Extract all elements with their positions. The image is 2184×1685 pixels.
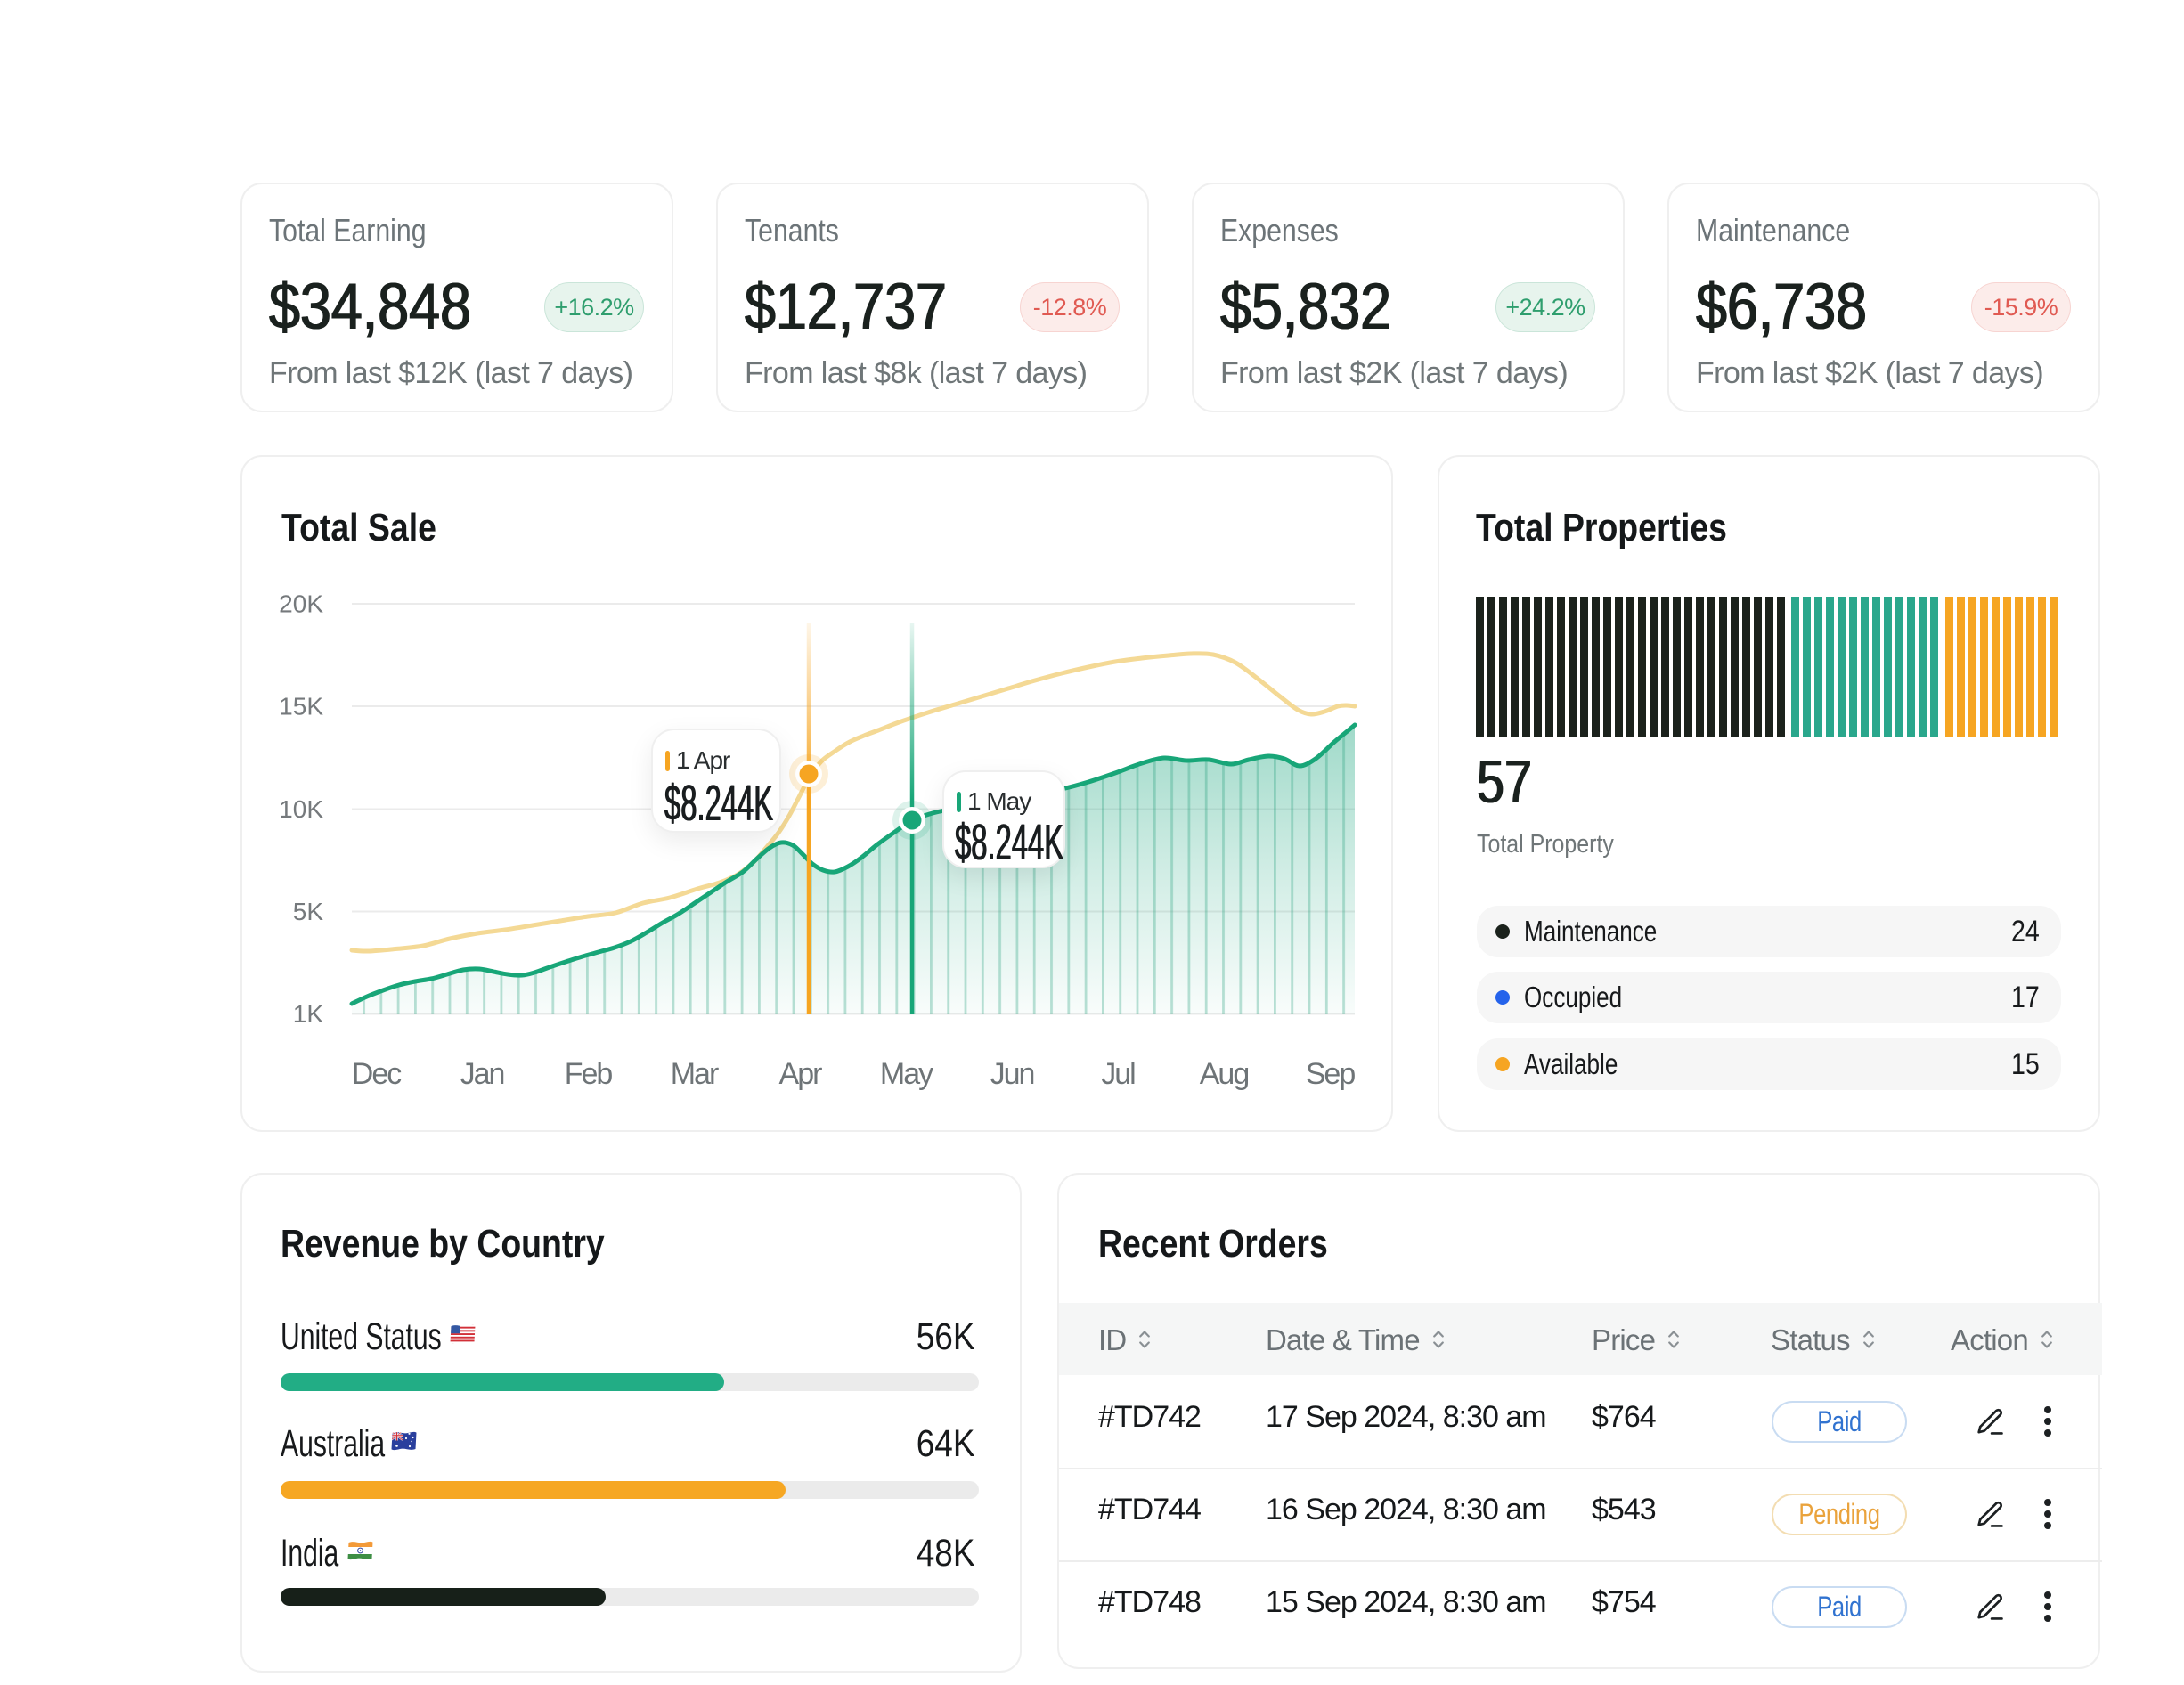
svg-text:1K: 1K <box>293 1000 324 1028</box>
svg-text:Aug: Aug <box>1200 1057 1249 1091</box>
svg-text:Feb: Feb <box>565 1057 613 1091</box>
svg-text:15K: 15K <box>279 693 323 720</box>
svg-text:Jun: Jun <box>990 1057 1034 1091</box>
svg-text:Jul: Jul <box>1101 1057 1135 1091</box>
svg-text:Jan: Jan <box>460 1057 504 1091</box>
svg-text:5K: 5K <box>293 898 324 925</box>
svg-text:Dec: Dec <box>352 1057 402 1091</box>
svg-text:20K: 20K <box>279 590 323 618</box>
svg-text:Mar: Mar <box>671 1057 719 1091</box>
svg-text:Apr: Apr <box>779 1057 823 1091</box>
svg-text:May: May <box>880 1057 933 1091</box>
svg-text:Sep: Sep <box>1306 1057 1356 1091</box>
svg-text:10K: 10K <box>279 795 323 823</box>
